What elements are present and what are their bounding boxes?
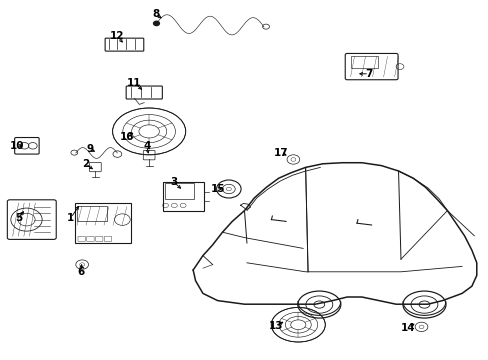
Text: 1: 1 — [67, 213, 74, 223]
Text: 10: 10 — [10, 141, 24, 151]
Text: 3: 3 — [170, 177, 177, 187]
Text: 4: 4 — [142, 141, 150, 151]
Text: 13: 13 — [268, 321, 283, 331]
Text: 7: 7 — [365, 69, 372, 79]
Text: 2: 2 — [82, 159, 89, 169]
Text: 12: 12 — [110, 31, 124, 41]
Text: 15: 15 — [210, 184, 224, 194]
Text: 5: 5 — [15, 213, 22, 223]
Text: 17: 17 — [273, 148, 288, 158]
Text: 9: 9 — [87, 144, 94, 154]
Text: 11: 11 — [127, 78, 142, 88]
Text: 14: 14 — [400, 323, 415, 333]
Circle shape — [153, 21, 159, 26]
Text: 16: 16 — [120, 132, 134, 142]
Text: 6: 6 — [77, 267, 84, 277]
Text: 8: 8 — [152, 9, 159, 19]
